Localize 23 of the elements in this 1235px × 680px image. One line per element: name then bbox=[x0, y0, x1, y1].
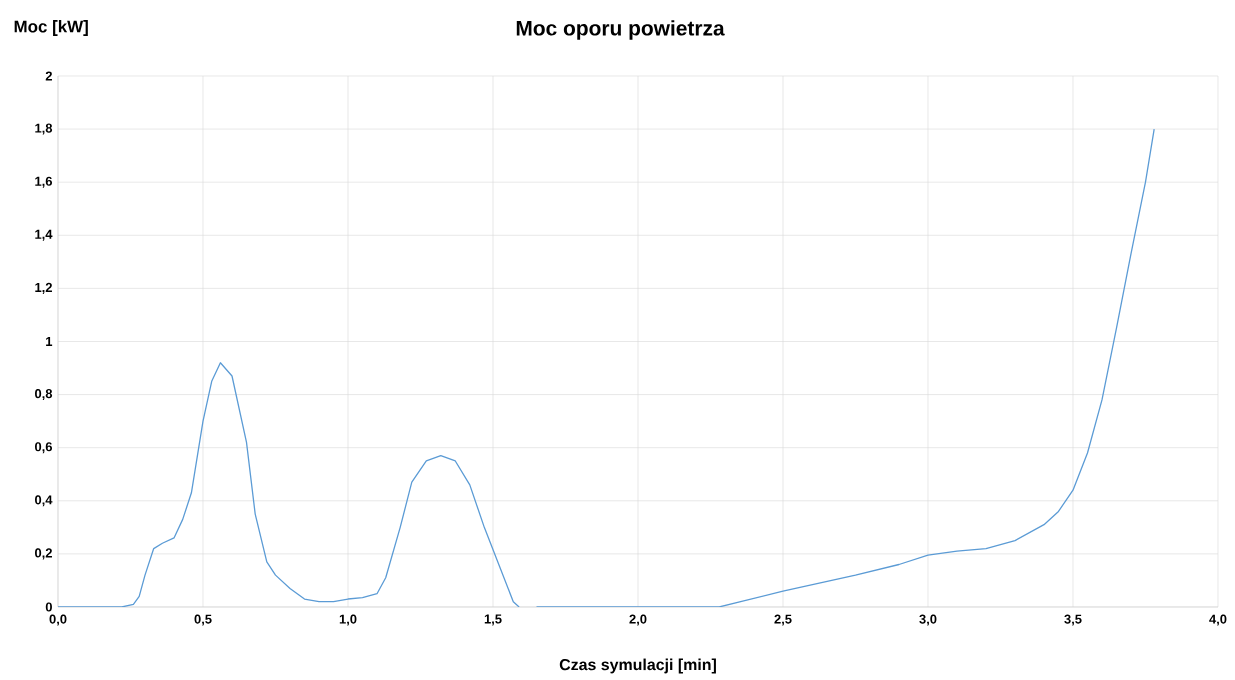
y-tick-label: 1,4 bbox=[35, 229, 53, 241]
chart-title: Moc oporu powietrza bbox=[516, 20, 725, 40]
y-tick-label: 0,4 bbox=[35, 495, 53, 507]
y-tick-label: 1 bbox=[46, 337, 53, 346]
x-tick-label: 2,0 bbox=[629, 614, 647, 626]
y-tick-label: 0 bbox=[45, 602, 52, 612]
x-tick-label: 1,5 bbox=[484, 614, 502, 626]
y-tick-label: 0,6 bbox=[35, 442, 53, 454]
x-tick-label: 3,5 bbox=[1064, 614, 1082, 626]
y-tick-label: 0,2 bbox=[35, 548, 52, 560]
x-tick-label: 4,0 bbox=[1209, 614, 1227, 626]
x-axis-title: Czas symulacji [min] bbox=[559, 658, 716, 674]
x-tick-label: 3,0 bbox=[919, 614, 937, 626]
x-tick-label: 0,5 bbox=[194, 614, 212, 626]
y-tick-label: 2 bbox=[45, 71, 52, 81]
x-tick-label: 1,0 bbox=[339, 614, 357, 626]
y-tick-label: 1,8 bbox=[35, 123, 53, 135]
y-tick-label: 0,8 bbox=[35, 389, 53, 401]
x-tick-label: 2,5 bbox=[774, 614, 792, 626]
y-tick-label: 1,6 bbox=[35, 176, 53, 188]
y-axis-title: Moc [kW] bbox=[14, 20, 88, 36]
x-tick-label: 0,0 bbox=[49, 614, 67, 626]
y-tick-label: 1,2 bbox=[35, 282, 52, 294]
